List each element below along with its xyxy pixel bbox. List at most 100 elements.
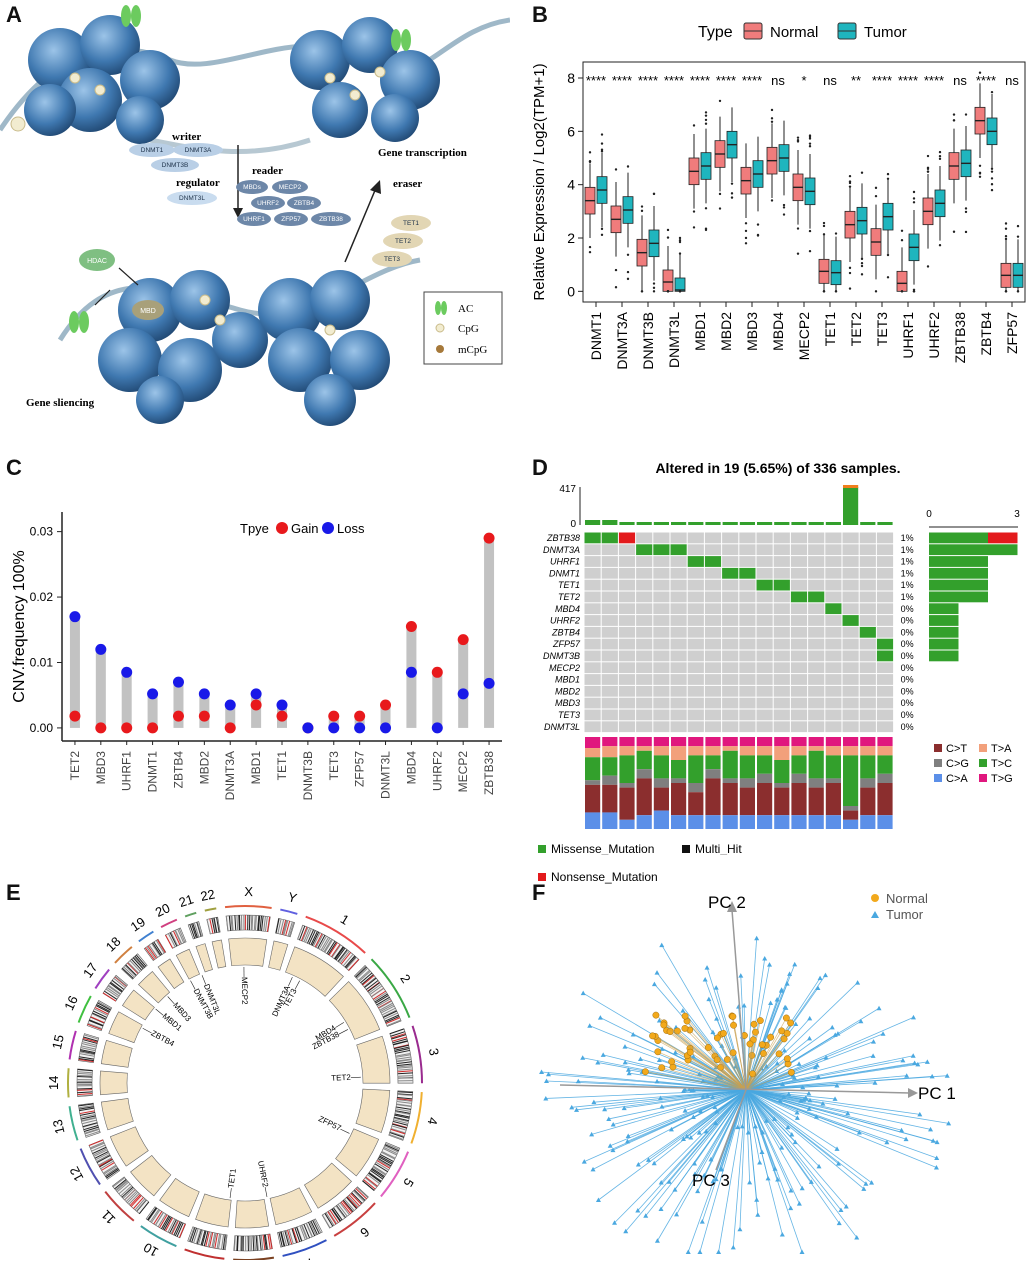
titv-segment bbox=[637, 815, 652, 829]
titv-segment bbox=[671, 760, 686, 778]
titv-segment bbox=[637, 746, 652, 751]
outlier-point bbox=[849, 185, 851, 187]
gene-percent: 0% bbox=[901, 722, 914, 732]
outlier-point bbox=[991, 91, 993, 93]
tumor-point bbox=[731, 1245, 736, 1250]
gene-label: MBD3 bbox=[555, 698, 580, 708]
oncoplot-cell bbox=[585, 592, 601, 603]
nonsense-legend: Nonsense_Mutation bbox=[538, 868, 758, 884]
oncoplot-cell bbox=[757, 651, 773, 662]
titv-segment bbox=[602, 812, 617, 829]
oncoplot-cell bbox=[791, 533, 807, 544]
chromosome-label: 7 bbox=[304, 1255, 316, 1260]
outlier-point bbox=[861, 172, 863, 174]
tumor-point bbox=[659, 943, 664, 948]
titv-segment bbox=[654, 788, 669, 811]
oncoplot-cell bbox=[877, 674, 893, 685]
gene-percent: 0% bbox=[901, 698, 914, 708]
x-tick-label: TET1 bbox=[275, 751, 289, 781]
titv-segment bbox=[688, 783, 703, 792]
chromosome-color-arc bbox=[280, 909, 297, 915]
oncoplot-cell bbox=[860, 556, 876, 567]
oncoplot-cell bbox=[825, 662, 841, 673]
oncoplot-cell bbox=[653, 544, 669, 555]
oncoplot-cell bbox=[619, 721, 635, 732]
x-tick-label: ZBTB4 bbox=[978, 312, 994, 356]
reader-gene-chip: ZFP57 bbox=[281, 216, 301, 223]
outlier-point bbox=[979, 72, 981, 74]
panel-b-label: B bbox=[532, 2, 548, 28]
reader-gene-chip: ZBTB4 bbox=[294, 200, 315, 207]
oncoplot-cell bbox=[602, 615, 618, 626]
chromosome-color-arc bbox=[69, 1031, 77, 1060]
legend-mcpg: mCpG bbox=[458, 344, 487, 356]
titv-segment bbox=[619, 788, 634, 820]
panel-e-label: E bbox=[6, 880, 21, 906]
gene-label: ZBTB4 bbox=[551, 627, 580, 637]
oncoplot-cell bbox=[705, 710, 721, 721]
pc2-label: PC 2 bbox=[708, 893, 746, 912]
titv-segment bbox=[705, 769, 720, 778]
titv-legend-label: T>G bbox=[991, 773, 1013, 785]
oncoplot-cell bbox=[860, 533, 876, 544]
oncoplot-cell bbox=[739, 627, 755, 638]
oncoplot-cell bbox=[843, 710, 859, 721]
oncoplot-cell bbox=[619, 533, 635, 544]
titv-legend-label: C>T bbox=[946, 743, 967, 755]
oncoplot-cell bbox=[722, 580, 738, 591]
outlier-point bbox=[731, 182, 733, 184]
cnv-track bbox=[101, 1040, 132, 1067]
oncoplot-cell bbox=[619, 556, 635, 567]
gene-label: MBD4 bbox=[555, 604, 580, 614]
y-tick-label: 4 bbox=[567, 177, 575, 193]
oncoplot-cell bbox=[825, 615, 841, 626]
significance-label: ns bbox=[953, 73, 967, 88]
oncoplot-cell bbox=[722, 662, 738, 673]
titv-segment bbox=[809, 788, 824, 816]
legend-title: Type bbox=[698, 24, 733, 41]
outlier-point bbox=[849, 287, 851, 289]
tumor-point bbox=[700, 1219, 705, 1224]
tmb-bar bbox=[791, 522, 806, 525]
outlier-point bbox=[913, 191, 915, 193]
titv-segment bbox=[843, 746, 858, 755]
tmb-bar bbox=[809, 522, 824, 525]
titv-segment bbox=[843, 755, 858, 806]
tumor-vector bbox=[746, 1090, 937, 1142]
oncoplot-cell bbox=[688, 615, 704, 626]
tumor-point bbox=[757, 1160, 762, 1165]
loss-point bbox=[147, 688, 158, 699]
outlier-point bbox=[705, 119, 707, 121]
oncoplot-cell bbox=[671, 639, 687, 650]
chromosome-color-arc bbox=[67, 1068, 70, 1097]
legend-tumor-triangle bbox=[871, 911, 879, 918]
titv-segment bbox=[774, 815, 789, 829]
gain-point bbox=[173, 711, 184, 722]
x-tick-label: ZBTB4 bbox=[171, 751, 185, 789]
tumor-point bbox=[655, 970, 660, 975]
oncoplot-cell bbox=[722, 721, 738, 732]
normal-point bbox=[730, 1022, 736, 1028]
oncoplot-cell bbox=[688, 686, 704, 697]
oncoplot-cell bbox=[619, 651, 635, 662]
tumor-vector bbox=[746, 1090, 811, 1182]
outlier-point bbox=[979, 165, 981, 167]
oncoplot-cell bbox=[653, 603, 669, 614]
oncoplot-cell bbox=[705, 603, 721, 614]
cnv-track bbox=[235, 1199, 268, 1228]
outlier-point bbox=[809, 145, 811, 147]
x-tick-label: DNMT3L bbox=[379, 751, 393, 799]
oncoplot: Altered in 19 (5.65%) of 336 samples. 41… bbox=[520, 455, 1031, 855]
legend-normal: Normal bbox=[886, 891, 928, 906]
outlier-point bbox=[939, 158, 941, 160]
oncoplot-cell bbox=[860, 639, 876, 650]
outlier-point bbox=[849, 180, 851, 182]
titv-segment bbox=[723, 783, 738, 815]
oncoplot-cell bbox=[653, 651, 669, 662]
oncoplot-cell bbox=[602, 686, 618, 697]
tumor-point bbox=[622, 1044, 627, 1049]
missense-swatch bbox=[538, 845, 546, 853]
gene-label: TET3 bbox=[558, 710, 580, 720]
oncoplot-cell bbox=[877, 662, 893, 673]
